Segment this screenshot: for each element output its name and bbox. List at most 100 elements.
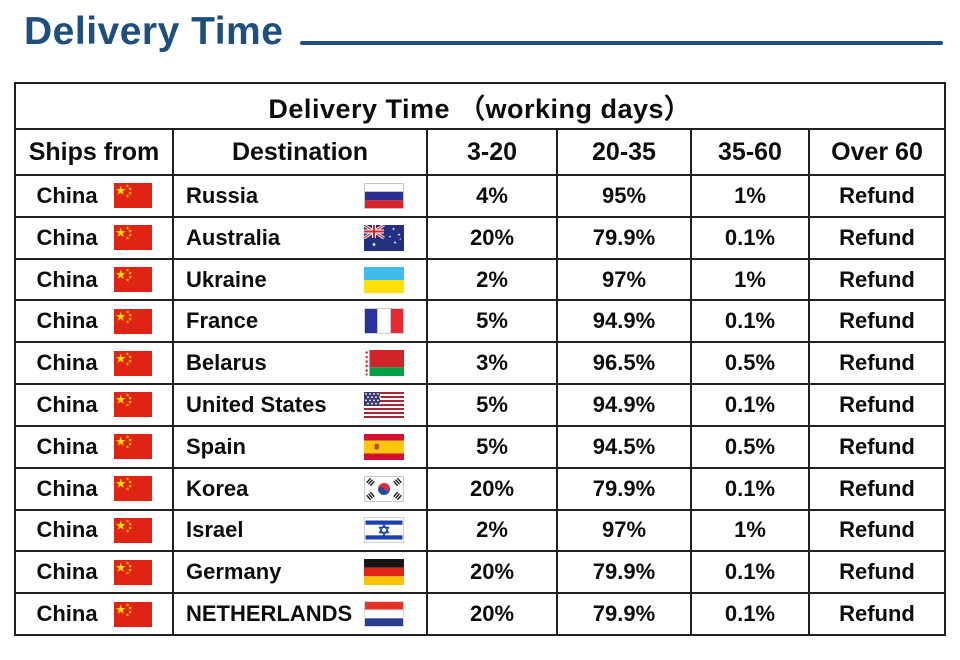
pct-3-20-cell: 5% bbox=[426, 299, 558, 344]
over-60-cell: Refund bbox=[808, 424, 946, 469]
russia-flag-icon bbox=[364, 182, 404, 209]
pct-3-20-cell: 20% bbox=[426, 466, 558, 511]
belarus-flag-icon bbox=[364, 350, 404, 377]
pct-3-20-cell: 2% bbox=[426, 257, 558, 302]
column-header-20-35: 20-35 bbox=[556, 128, 692, 176]
destination-label: Australia bbox=[186, 224, 281, 250]
pct-20-35-cell: 96.5% bbox=[556, 341, 692, 386]
table-row: China Israel 2% 97% 1% Refund bbox=[14, 508, 946, 553]
destination-label: France bbox=[186, 308, 259, 334]
destination-label: Russia bbox=[186, 182, 259, 208]
pct-20-35-cell: 94.9% bbox=[556, 383, 692, 427]
ships-from-cell: China bbox=[14, 508, 174, 553]
ships-from-cell: China bbox=[14, 257, 174, 302]
usa-flag-icon bbox=[364, 391, 404, 418]
china-flag-icon bbox=[113, 350, 152, 376]
title-rule bbox=[300, 41, 943, 45]
column-header-35-60: 35-60 bbox=[690, 128, 810, 176]
over-60-cell: Refund bbox=[808, 508, 946, 553]
destination-cell: NETHERLANDS bbox=[172, 592, 428, 636]
destination-cell: Ukraine bbox=[172, 257, 428, 302]
france-flag-icon bbox=[364, 308, 404, 335]
ships-from-label: China bbox=[36, 601, 98, 627]
netherlands-flag-icon bbox=[364, 601, 404, 628]
pct-35-60-cell: 1% bbox=[690, 174, 810, 218]
pct-35-60-cell: 0.5% bbox=[690, 341, 810, 386]
table-row: China Belarus 3% 96.5% 0.5% Refund bbox=[14, 341, 946, 386]
delivery-table: Delivery Time （working days） Ships from … bbox=[14, 82, 946, 636]
pct-20-35-cell: 97% bbox=[556, 508, 692, 553]
china-flag-icon bbox=[113, 601, 152, 627]
spain-flag-icon bbox=[364, 433, 404, 460]
ships-from-label: China bbox=[36, 433, 98, 459]
pct-3-20-cell: 20% bbox=[426, 592, 558, 636]
germany-flag-icon bbox=[364, 559, 404, 586]
table-row: China Korea 20% 79.9% 0.1% Refund bbox=[14, 466, 946, 511]
table-row: China Russia 4% 95% 1% Refund bbox=[14, 174, 946, 218]
pct-20-35-cell: 79.9% bbox=[556, 466, 692, 511]
over-60-cell: Refund bbox=[808, 550, 946, 595]
column-header-ships-from: Ships from bbox=[14, 128, 174, 176]
pct-20-35-cell: 79.9% bbox=[556, 215, 692, 260]
ships-from-cell: China bbox=[14, 592, 174, 636]
table-title: Delivery Time （working days） bbox=[14, 82, 946, 130]
pct-3-20-cell: 4% bbox=[426, 174, 558, 218]
table-row: China Ukraine 2% 97% 1% Refund bbox=[14, 257, 946, 302]
pct-20-35-cell: 79.9% bbox=[556, 592, 692, 636]
destination-cell: Australia bbox=[172, 215, 428, 260]
pct-35-60-cell: 1% bbox=[690, 257, 810, 302]
pct-20-35-cell: 97% bbox=[556, 257, 692, 302]
ships-from-cell: China bbox=[14, 299, 174, 344]
pct-3-20-cell: 2% bbox=[426, 508, 558, 553]
ships-from-label: China bbox=[36, 350, 98, 376]
china-flag-icon bbox=[113, 225, 152, 251]
table-row: China NETHERLANDS 20% 79.9% 0.1% Refund bbox=[14, 592, 946, 636]
destination-cell: France bbox=[172, 299, 428, 344]
pct-35-60-cell: 1% bbox=[690, 508, 810, 553]
delivery-table-wrap: Delivery Time （working days） Ships from … bbox=[14, 82, 946, 636]
over-60-cell: Refund bbox=[808, 341, 946, 386]
destination-label: Korea bbox=[186, 475, 249, 501]
table-row: China United States 5% 94.9% 0.1% Refund bbox=[14, 383, 946, 427]
destination-cell: Russia bbox=[172, 174, 428, 218]
pct-3-20-cell: 5% bbox=[426, 383, 558, 427]
table-row: China Germany 20% 79.9% 0.1% Refund bbox=[14, 550, 946, 595]
china-flag-icon bbox=[113, 267, 152, 293]
pct-20-35-cell: 94.9% bbox=[556, 299, 692, 344]
destination-label: Spain bbox=[186, 433, 246, 459]
ships-from-cell: China bbox=[14, 383, 174, 427]
destination-cell: Germany bbox=[172, 550, 428, 595]
ships-from-cell: China bbox=[14, 174, 174, 218]
ships-from-label: China bbox=[36, 475, 98, 501]
destination-label: Ukraine bbox=[186, 266, 267, 292]
pct-20-35-cell: 79.9% bbox=[556, 550, 692, 595]
over-60-cell: Refund bbox=[808, 257, 946, 302]
china-flag-icon bbox=[113, 476, 152, 502]
ships-from-label: China bbox=[36, 266, 98, 292]
pct-3-20-cell: 5% bbox=[426, 424, 558, 469]
over-60-cell: Refund bbox=[808, 174, 946, 218]
destination-label: United States bbox=[186, 391, 327, 417]
pct-35-60-cell: 0.5% bbox=[690, 424, 810, 469]
column-header-destination: Destination bbox=[172, 128, 428, 176]
china-flag-icon bbox=[113, 308, 152, 334]
pct-3-20-cell: 20% bbox=[426, 550, 558, 595]
pct-20-35-cell: 94.5% bbox=[556, 424, 692, 469]
destination-label: Germany bbox=[186, 559, 282, 585]
over-60-cell: Refund bbox=[808, 592, 946, 636]
pct-3-20-cell: 3% bbox=[426, 341, 558, 386]
over-60-cell: Refund bbox=[808, 383, 946, 427]
destination-label: Belarus bbox=[186, 350, 267, 376]
pct-20-35-cell: 95% bbox=[556, 174, 692, 218]
pct-35-60-cell: 0.1% bbox=[690, 592, 810, 636]
korea-flag-icon bbox=[364, 475, 404, 502]
ships-from-cell: China bbox=[14, 215, 174, 260]
ukraine-flag-icon bbox=[364, 266, 404, 293]
ships-from-label: China bbox=[36, 391, 98, 417]
pct-35-60-cell: 0.1% bbox=[690, 299, 810, 344]
ships-from-cell: China bbox=[14, 466, 174, 511]
pct-35-60-cell: 0.1% bbox=[690, 550, 810, 595]
ships-from-cell: China bbox=[14, 341, 174, 386]
column-header-3-20: 3-20 bbox=[426, 128, 558, 176]
china-flag-icon bbox=[113, 183, 152, 209]
